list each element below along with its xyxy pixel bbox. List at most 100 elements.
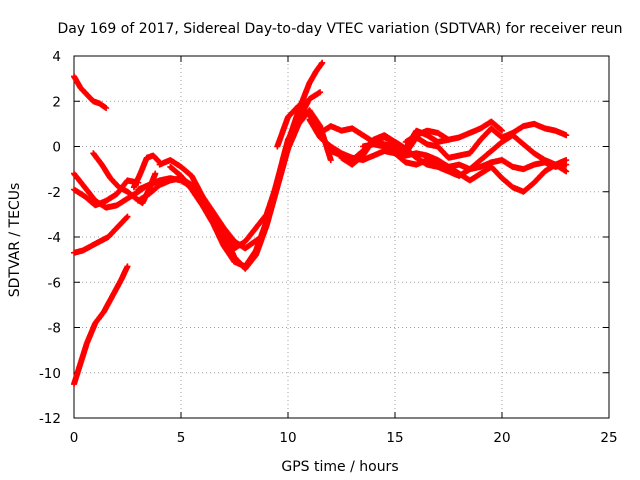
data-point bbox=[126, 215, 129, 218]
x-axis-label: GPS time / hours bbox=[281, 459, 398, 475]
data-point bbox=[308, 109, 311, 112]
data-point bbox=[383, 136, 386, 139]
data-point bbox=[533, 163, 535, 166]
data-point bbox=[94, 204, 97, 207]
data-point bbox=[148, 188, 150, 191]
data-point bbox=[330, 125, 332, 127]
data-point bbox=[297, 105, 300, 107]
data-point bbox=[522, 191, 525, 193]
data-point bbox=[479, 166, 482, 168]
data-point bbox=[308, 82, 311, 84]
data-point bbox=[383, 145, 386, 148]
data-series bbox=[167, 89, 324, 270]
data-point bbox=[479, 138, 482, 141]
data-point bbox=[94, 200, 97, 202]
data-point bbox=[533, 181, 535, 184]
data-point bbox=[152, 154, 154, 157]
y-tick-label: -12 bbox=[39, 411, 61, 427]
data-point bbox=[120, 279, 122, 281]
data-point bbox=[458, 163, 461, 166]
data-point bbox=[126, 179, 129, 182]
data-point bbox=[415, 129, 418, 132]
data-point bbox=[81, 249, 84, 252]
data-point bbox=[73, 188, 75, 191]
data-series bbox=[274, 102, 570, 161]
data-point bbox=[276, 145, 279, 148]
data-point bbox=[73, 75, 75, 78]
data-point bbox=[169, 166, 172, 168]
data-point bbox=[255, 227, 257, 229]
data-point bbox=[426, 154, 428, 157]
series-markers bbox=[135, 59, 326, 252]
data-point bbox=[107, 236, 109, 238]
data-point bbox=[447, 166, 450, 168]
data-point bbox=[111, 295, 114, 297]
data-point bbox=[158, 184, 161, 186]
data-point bbox=[501, 136, 503, 139]
data-point bbox=[437, 166, 439, 168]
data-point bbox=[308, 98, 311, 100]
data-point bbox=[169, 159, 172, 161]
data-series bbox=[359, 141, 570, 195]
data-point bbox=[362, 154, 364, 157]
data-point bbox=[233, 240, 236, 243]
series-markers bbox=[71, 73, 110, 111]
data-point bbox=[297, 118, 300, 121]
data-point bbox=[544, 127, 546, 130]
data-series bbox=[71, 263, 131, 388]
y-axis-label: SDTVAR / TECUs bbox=[7, 183, 23, 298]
data-point bbox=[511, 186, 514, 188]
data-point bbox=[190, 188, 193, 191]
y-tick-label: -4 bbox=[48, 230, 61, 246]
data-point bbox=[522, 125, 525, 127]
data-point bbox=[351, 127, 354, 130]
data-point bbox=[330, 159, 332, 161]
y-tick-label: -8 bbox=[48, 321, 61, 337]
x-tick-label: 10 bbox=[279, 430, 296, 446]
data-point bbox=[383, 150, 386, 152]
data-point bbox=[404, 148, 407, 150]
data-point bbox=[372, 138, 375, 141]
data-point bbox=[148, 184, 150, 186]
data-point bbox=[92, 152, 95, 155]
data-point bbox=[308, 114, 311, 116]
data-point bbox=[73, 252, 75, 254]
data-point bbox=[180, 175, 182, 177]
data-point bbox=[101, 163, 103, 166]
data-point bbox=[437, 145, 439, 148]
data-point bbox=[351, 159, 354, 161]
data-point bbox=[458, 172, 461, 175]
data-point bbox=[319, 125, 321, 127]
data-point bbox=[501, 177, 503, 179]
data-point bbox=[426, 129, 428, 132]
data-point bbox=[404, 161, 407, 164]
data-series bbox=[71, 170, 148, 211]
data-point bbox=[458, 136, 461, 139]
data-point bbox=[133, 186, 135, 188]
data-point bbox=[544, 159, 546, 161]
data-point bbox=[180, 166, 182, 168]
data-series bbox=[402, 118, 505, 145]
data-point bbox=[426, 134, 428, 136]
data-point bbox=[73, 172, 75, 175]
data-point bbox=[362, 134, 364, 136]
data-point bbox=[92, 100, 95, 103]
data-point bbox=[533, 123, 535, 125]
data-point bbox=[415, 134, 418, 136]
data-point bbox=[501, 141, 503, 143]
data-point bbox=[394, 141, 396, 143]
data-point bbox=[126, 265, 129, 268]
data-point bbox=[105, 206, 107, 209]
y-tick-label: 2 bbox=[52, 94, 61, 110]
x-tick-label: 0 bbox=[70, 430, 79, 446]
data-series bbox=[135, 59, 326, 252]
data-point bbox=[233, 261, 236, 263]
data-point bbox=[469, 179, 471, 182]
x-tick-label: 20 bbox=[493, 430, 510, 446]
data-point bbox=[137, 188, 139, 191]
data-point bbox=[146, 157, 148, 159]
data-point bbox=[426, 163, 428, 166]
data-point bbox=[522, 168, 525, 170]
data-point bbox=[158, 163, 161, 166]
